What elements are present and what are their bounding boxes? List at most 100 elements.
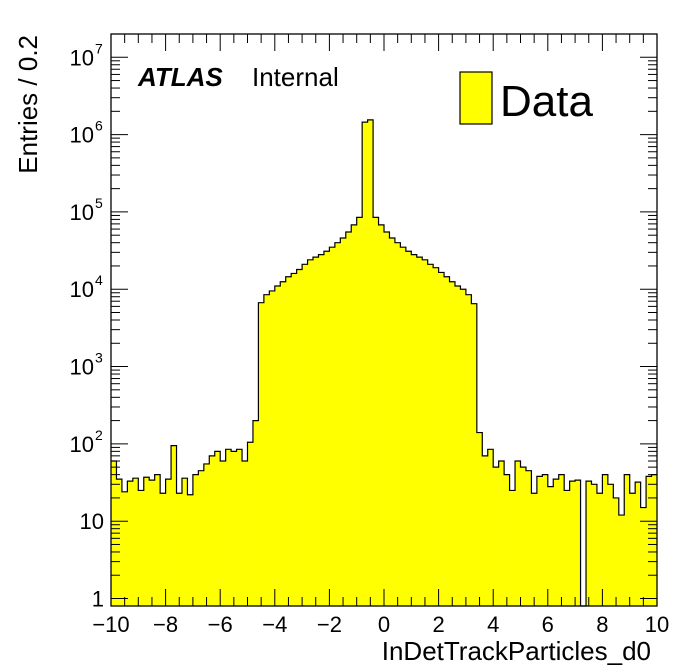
histogram-bin <box>127 481 134 606</box>
x-tick-label: 4 <box>487 612 499 637</box>
histogram-bin <box>351 224 357 606</box>
histogram-bin <box>192 474 199 606</box>
y-tick-label-exponent: 5 <box>95 195 103 211</box>
histogram-bin <box>214 451 221 606</box>
histogram-bin <box>356 217 363 606</box>
y-tick-label: 10 <box>70 45 94 70</box>
histogram-bin <box>575 480 581 606</box>
histogram-bin <box>460 289 467 606</box>
histogram-bin <box>624 474 630 606</box>
y-tick-label: 10 <box>70 277 94 302</box>
histogram-bin <box>231 451 237 606</box>
histogram-bin <box>444 276 450 606</box>
y-tick-label: 10 <box>70 355 94 380</box>
histogram-bin <box>520 467 527 606</box>
x-tick-label: 0 <box>378 612 390 637</box>
histogram-bin <box>116 479 123 606</box>
histogram-bin <box>269 290 276 606</box>
histogram-bin <box>198 470 205 606</box>
histogram-bin <box>171 445 177 606</box>
histogram-bin <box>553 479 560 606</box>
histogram-bin <box>258 302 265 606</box>
histogram-bin <box>591 484 598 606</box>
histogram-bin <box>586 481 592 606</box>
x-tick-label: −4 <box>262 612 287 637</box>
histogram-bin <box>558 474 565 606</box>
histogram-bin <box>602 474 609 606</box>
atlas-label: ATLAS <box>137 62 223 92</box>
y-tick-label-exponent: 3 <box>95 350 103 366</box>
y-tick-label-exponent: 4 <box>95 272 103 288</box>
y-tick-label-exponent: 2 <box>95 427 103 443</box>
histogram-bin <box>323 251 330 606</box>
histogram-bin <box>149 480 155 606</box>
histogram-bin <box>515 461 521 606</box>
histogram-bin <box>449 281 456 606</box>
histogram-bin <box>405 251 412 606</box>
histogram-bin <box>242 461 248 606</box>
histogram-bin <box>384 231 390 606</box>
histogram-bin <box>427 264 434 606</box>
histogram-bin <box>525 470 532 606</box>
histogram-bin <box>121 491 128 606</box>
x-axis-ticks <box>110 34 658 606</box>
histogram-bin <box>373 217 379 606</box>
histogram-bin <box>498 461 505 606</box>
x-tick-label: 2 <box>432 612 444 637</box>
x-tick-label: −8 <box>153 612 178 637</box>
legend-swatch <box>459 71 493 125</box>
legend: Data <box>459 71 593 126</box>
y-tick-label: 10 <box>70 432 94 457</box>
histogram-bin <box>433 267 439 606</box>
histogram-bin <box>476 432 483 606</box>
histogram-bin <box>285 276 292 606</box>
histogram-bin <box>564 490 570 606</box>
histogram-bin <box>318 254 325 606</box>
histogram-outline <box>111 119 657 607</box>
histogram-bin <box>345 231 352 606</box>
histogram-bin <box>367 119 374 607</box>
histogram-bin <box>596 493 603 606</box>
histogram-bin <box>313 257 319 606</box>
y-tick-label-exponent: 6 <box>95 118 103 134</box>
x-tick-label: 8 <box>596 612 608 637</box>
y-tick-label: 10 <box>70 123 94 148</box>
histogram-bin <box>378 224 385 606</box>
x-tick-label: −2 <box>317 612 342 637</box>
histogram-bin <box>646 476 652 606</box>
atlas-status-label: Internal <box>252 62 339 92</box>
histogram-bin <box>471 303 478 606</box>
histogram-bin <box>132 478 139 606</box>
histogram-bin <box>389 237 396 606</box>
histogram-bin <box>220 461 226 606</box>
y-axis-title: Entries / 0.2 <box>13 35 43 174</box>
histogram-bin <box>307 259 314 606</box>
histogram-bin <box>569 481 576 606</box>
histogram-bin <box>400 247 407 607</box>
histogram-bars <box>111 119 658 607</box>
histogram-bin <box>482 455 489 606</box>
histogram-bin <box>438 272 445 606</box>
y-tick-label: 10 <box>70 200 94 225</box>
y-tick-label: 10 <box>80 509 104 534</box>
histogram-bin <box>247 442 254 606</box>
histogram-bin <box>252 420 259 606</box>
histogram-bin <box>487 449 494 606</box>
x-tick-label: −10 <box>92 612 129 637</box>
histogram-bin <box>225 449 232 606</box>
histogram-bin <box>394 242 401 606</box>
histogram-bin <box>263 294 270 606</box>
histogram-bin <box>509 490 516 606</box>
histogram-bin <box>154 474 161 606</box>
histogram-bin <box>651 474 658 606</box>
histogram-bin <box>176 493 183 606</box>
histogram-bin <box>329 247 336 607</box>
x-axis-tick-labels: −10 −8 −6 −4 −2 0 2 4 6 8 10 <box>92 612 669 637</box>
histogram-bin <box>280 281 287 606</box>
histogram-bin <box>613 497 620 606</box>
histogram-bin <box>547 486 554 606</box>
histogram-bin <box>160 493 166 606</box>
